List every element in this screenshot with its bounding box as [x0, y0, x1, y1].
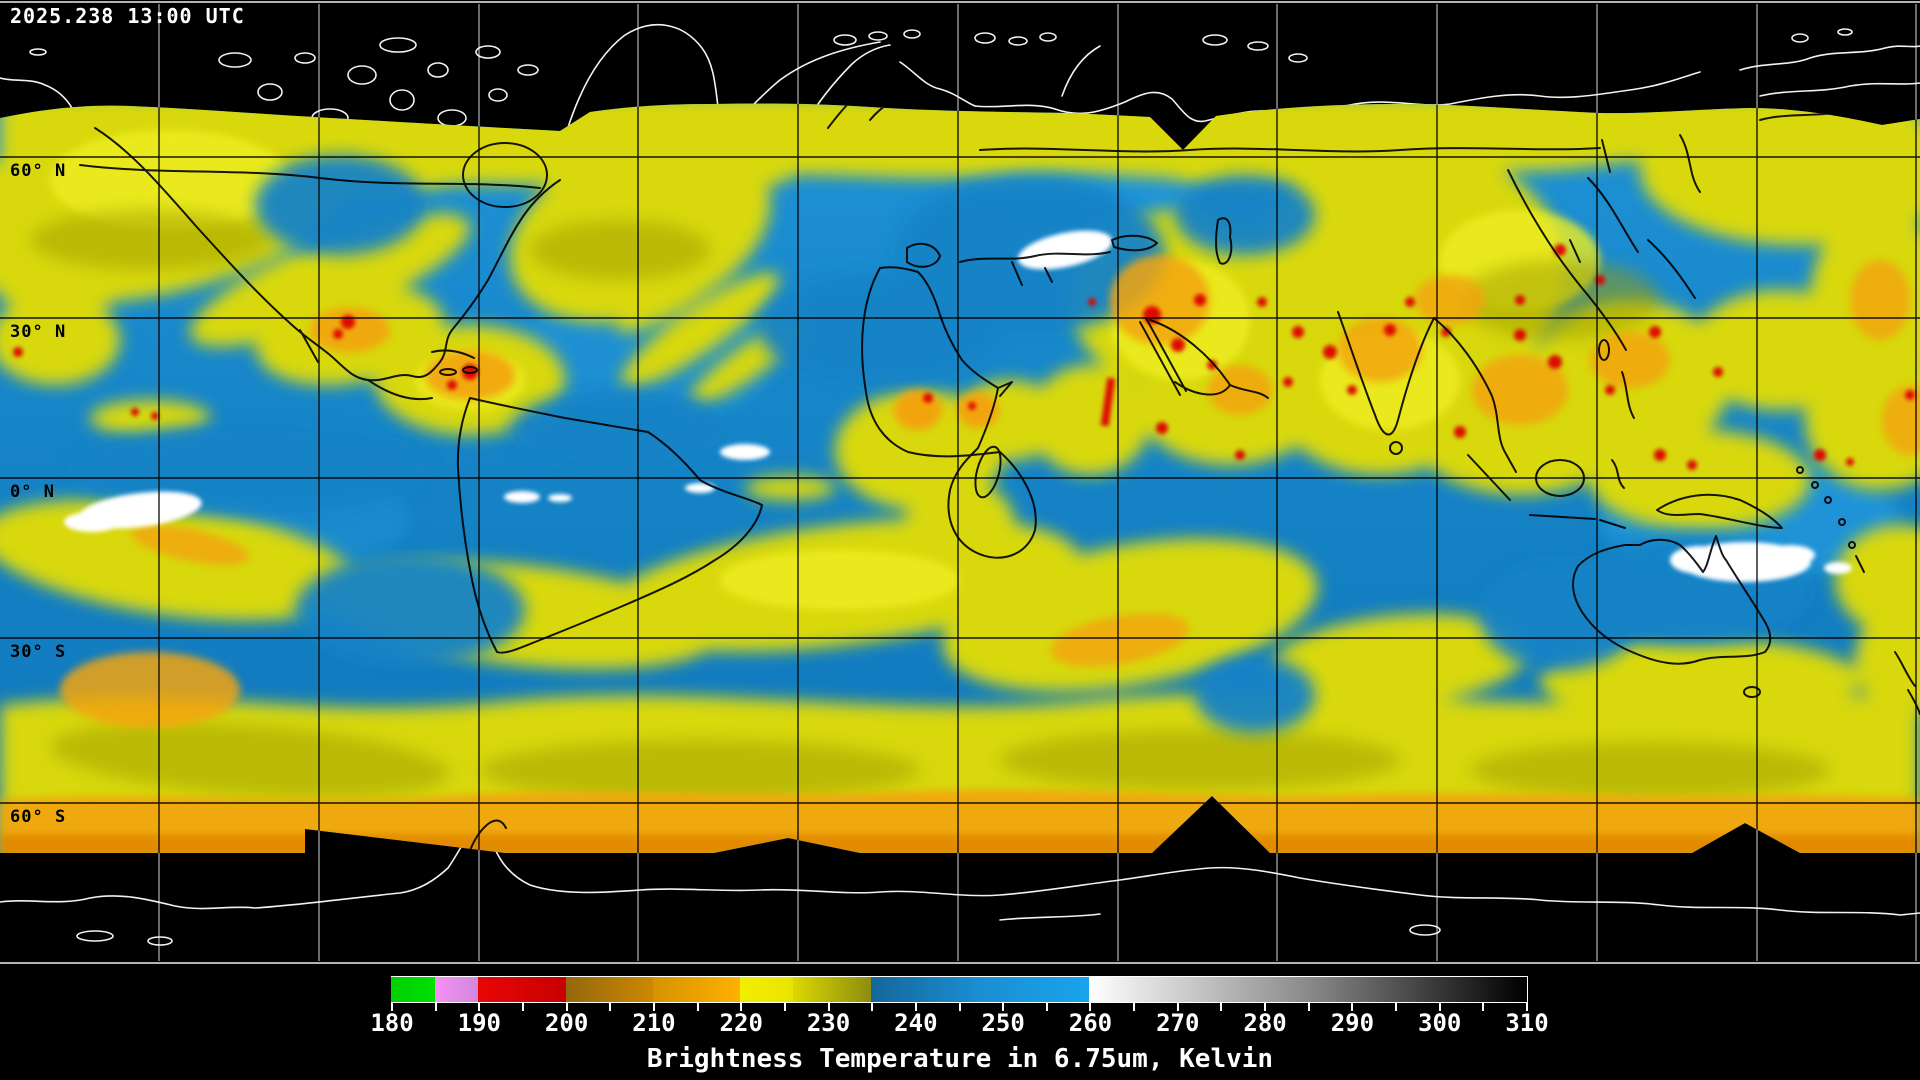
white-cloud-patches: [64, 230, 1852, 582]
moisture-yellow: [0, 103, 1920, 853]
data-region: [0, 103, 1920, 853]
olive-shading: [30, 210, 1830, 800]
graticule-black: [0, 103, 1920, 853]
antarctic-coastline: [0, 819, 1920, 946]
